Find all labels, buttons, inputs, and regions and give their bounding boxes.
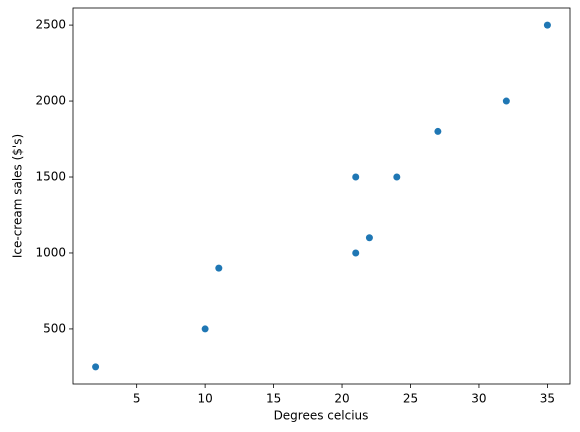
- x-tick-label: 30: [471, 392, 486, 406]
- point: [352, 173, 360, 181]
- point: [543, 21, 551, 29]
- y-tick-label: 1500: [35, 170, 66, 184]
- plot-frame: [72, 7, 571, 385]
- y-tick-label: 2000: [35, 94, 66, 108]
- point: [215, 264, 223, 272]
- point: [393, 173, 401, 181]
- point: [434, 127, 442, 135]
- x-tick-label: 35: [540, 392, 555, 406]
- point: [502, 97, 510, 105]
- x-tick-label: 10: [197, 392, 212, 406]
- x-tick-label: 5: [133, 392, 141, 406]
- x-tick-label: 20: [334, 392, 349, 406]
- x-axis-label: Degrees celcius: [274, 409, 369, 423]
- point: [365, 234, 373, 242]
- y-tick-label: 1000: [35, 245, 66, 259]
- point: [92, 363, 100, 371]
- y-tick-label: 2500: [35, 18, 66, 32]
- y-tick-label: 500: [43, 321, 66, 335]
- point: [201, 325, 209, 333]
- point: [352, 249, 360, 257]
- x-tick-label: 15: [266, 392, 281, 406]
- x-tick-label: 25: [403, 392, 418, 406]
- y-axis-label: Ice-cream sales ($'s): [11, 134, 25, 258]
